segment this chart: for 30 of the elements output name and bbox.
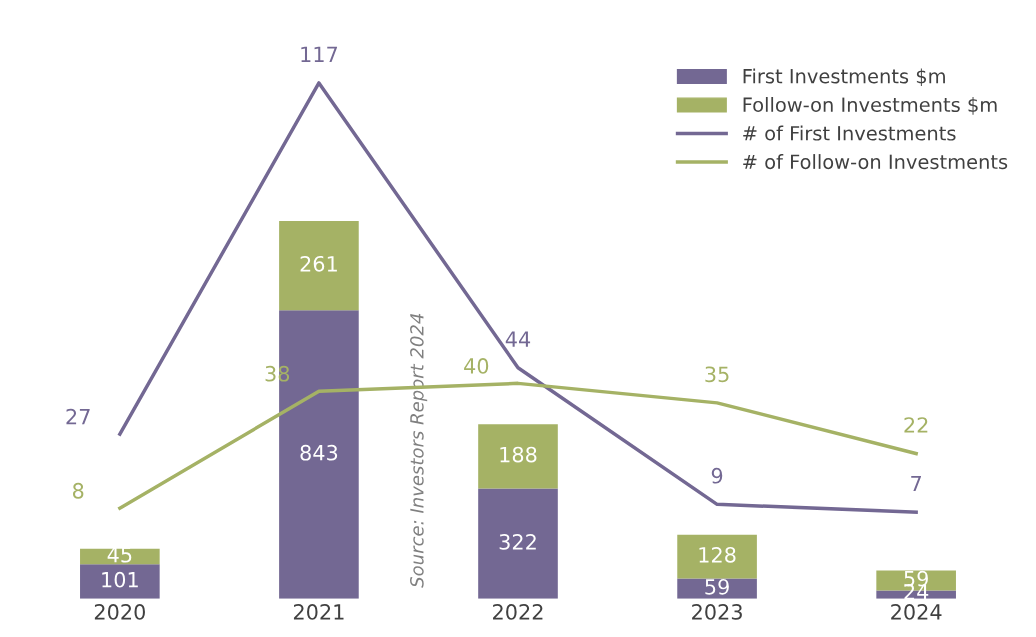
data-label: 35 [705, 366, 729, 383]
data-label: 7 [911, 475, 921, 492]
x-tick-label: 2023 [692, 604, 742, 620]
legend-label: Follow-on Investments $m [743, 97, 997, 115]
data-label: 40 [464, 358, 489, 374]
data-label: 22 [904, 417, 928, 433]
x-tick-label: 2021 [293, 604, 344, 620]
data-label: 8 [72, 482, 84, 499]
data-label: 188 [500, 446, 537, 463]
x-tick-label: 2020 [94, 604, 145, 620]
data-label: 9 [711, 467, 723, 484]
legend-label: First Investments $m [743, 68, 945, 87]
x-tick-label: 2022 [493, 604, 543, 620]
data-label: 117 [301, 46, 338, 62]
data-label: 27 [66, 408, 90, 425]
bar [677, 534, 757, 579]
bar [279, 220, 359, 311]
bar [478, 424, 558, 489]
bar [478, 488, 558, 599]
bar [80, 564, 160, 599]
legend-label: # of First Investments [743, 125, 956, 141]
data-label: 101 [102, 571, 138, 588]
data-label: 59 [705, 578, 729, 595]
data-label: 261 [300, 255, 337, 272]
data-label: 44 [505, 331, 531, 347]
legend-label: # of Follow-on Investments [743, 154, 1008, 170]
data-label: 322 [499, 533, 536, 550]
data-label: 843 [300, 444, 338, 461]
x-tick-label: 2024 [891, 604, 942, 620]
data-label: 128 [699, 546, 736, 563]
